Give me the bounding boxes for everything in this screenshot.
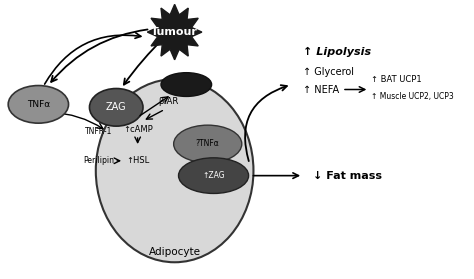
Text: β₃AR: β₃AR bbox=[159, 97, 179, 106]
Text: Perilipin: Perilipin bbox=[83, 156, 114, 165]
Text: ↑ BAT UCP1: ↑ BAT UCP1 bbox=[371, 75, 422, 84]
Text: ↓ Fat mass: ↓ Fat mass bbox=[313, 171, 382, 181]
Text: ↑ Glycerol: ↑ Glycerol bbox=[303, 67, 354, 77]
Text: ↑ NEFA: ↑ NEFA bbox=[303, 85, 339, 95]
Text: ↑ Muscle UCP2, UCP3: ↑ Muscle UCP2, UCP3 bbox=[371, 92, 454, 101]
Ellipse shape bbox=[179, 158, 248, 193]
Text: TNFα: TNFα bbox=[27, 100, 50, 109]
Text: ↑ Lipolysis: ↑ Lipolysis bbox=[303, 47, 371, 57]
Text: Adipocyte: Adipocyte bbox=[149, 247, 201, 257]
Text: ↑HSL: ↑HSL bbox=[126, 156, 149, 165]
Ellipse shape bbox=[161, 73, 211, 97]
Polygon shape bbox=[147, 4, 202, 60]
Ellipse shape bbox=[8, 86, 69, 123]
Text: ?TNFα: ?TNFα bbox=[196, 140, 219, 148]
Ellipse shape bbox=[90, 88, 143, 126]
Text: Tumour: Tumour bbox=[151, 27, 198, 37]
Ellipse shape bbox=[96, 79, 254, 262]
Text: ↑ZAG: ↑ZAG bbox=[202, 171, 225, 180]
Text: ZAG: ZAG bbox=[106, 102, 127, 112]
Text: TNFR-1: TNFR-1 bbox=[85, 127, 112, 136]
Ellipse shape bbox=[173, 125, 242, 163]
Text: ↑cAMP: ↑cAMP bbox=[123, 125, 153, 134]
